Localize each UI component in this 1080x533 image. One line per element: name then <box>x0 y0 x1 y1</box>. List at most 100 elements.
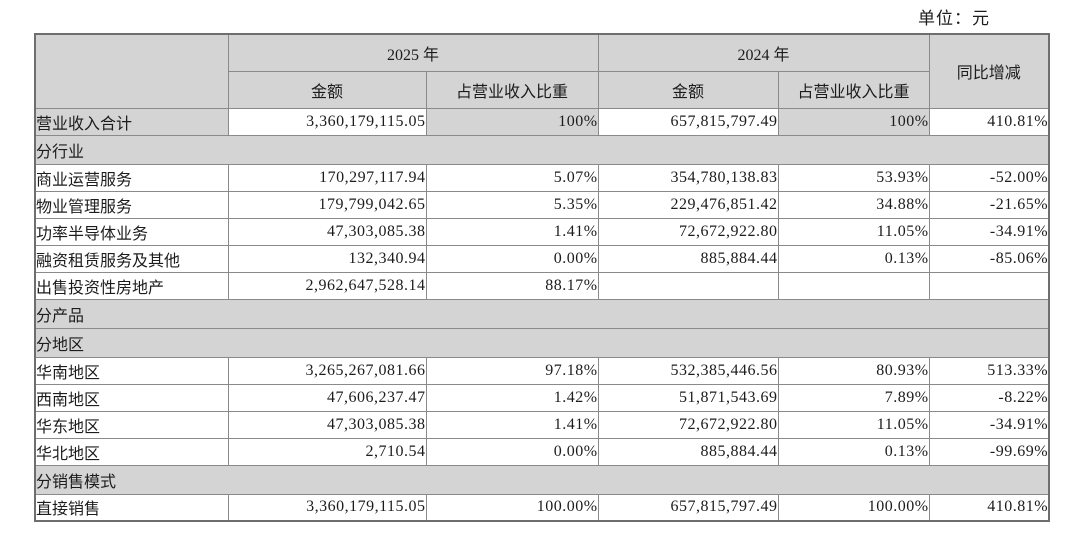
table-row: 华东地区 47,303,085.38 1.41% 72,672,922.80 11.05… <box>34 410 1050 439</box>
amount-2024-cell: 657,815,797.49 <box>597 493 779 522</box>
amount-2025-cell: 47,303,085.38 <box>227 217 427 246</box>
share-2024-header: 占营业收入比重 <box>777 70 930 109</box>
section-row: 分行业 <box>34 134 1050 165</box>
table-row: 华南地区 3,265,267,081.66 97.18% 532,385,446.56… <box>34 356 1050 385</box>
row-label-cell: 融资租赁服务及其他 <box>34 244 229 273</box>
share-2025-cell: 1.41% <box>425 217 599 246</box>
revenue-breakdown-table: 2025 年 2024 年 同比增减 金额 占营业收入比重 金额 占营业收入比重… <box>34 33 1051 522</box>
row-label-cell: 西南地区 <box>34 383 229 412</box>
share-2024-cell: 7.89% <box>777 383 930 412</box>
table-row: 商业运营服务 170,297,117.94 5.07% 354,780,138.83 5… <box>34 163 1050 192</box>
share-2025-cell: 5.07% <box>425 163 599 192</box>
section-label: 分行业 <box>34 134 1050 165</box>
share-2025-cell: 88.17% <box>425 271 599 300</box>
header-row-measures: 金额 占营业收入比重 金额 占营业收入比重 <box>35 70 1049 109</box>
row-label-cell: 华北地区 <box>34 437 229 466</box>
yoy-cell: -52.00% <box>928 163 1050 192</box>
share-2025-cell: 100% <box>425 107 599 136</box>
amount-2024-cell: 657,815,797.49 <box>597 107 779 136</box>
share-2024-cell: 11.05% <box>777 410 930 439</box>
amount-2025-cell: 3,265,267,081.66 <box>227 356 427 385</box>
share-2024-cell: 0.13% <box>777 437 930 466</box>
section-label: 分地区 <box>34 327 1050 358</box>
table-row: 物业管理服务 179,799,042.65 5.35% 229,476,851.42 3… <box>34 190 1050 219</box>
amount-2025-header: 金额 <box>227 70 427 109</box>
table-body: 营业收入合计 3,360,179,115.05 100% 657,815,797.49… <box>34 107 1050 522</box>
amount-2024-cell: 885,884.44 <box>597 437 779 466</box>
row-label-cell: 物业管理服务 <box>34 190 229 219</box>
amount-2025-cell: 179,799,042.65 <box>227 190 427 219</box>
section-label: 分销售模式 <box>34 464 1050 495</box>
row-label-cell: 华东地区 <box>34 410 229 439</box>
table-row: 西南地区 47,606,237.47 1.42% 51,871,543.69 7.89%… <box>34 383 1050 412</box>
section-row: 分产品 <box>34 298 1050 329</box>
amount-2024-cell: 354,780,138.83 <box>597 163 779 192</box>
year-2024-header: 2024 年 <box>597 33 930 72</box>
share-2024-cell: 53.93% <box>777 163 930 192</box>
share-2025-header: 占营业收入比重 <box>425 70 599 109</box>
table-row: 融资租赁服务及其他 132,340.94 0.00% 885,884.44 0.13% -… <box>34 244 1050 273</box>
yoy-cell: -34.91% <box>928 217 1050 246</box>
amount-2025-cell: 47,303,085.38 <box>227 410 427 439</box>
corner-blank-cell <box>34 33 229 109</box>
table-header: 2025 年 2024 年 同比增减 金额 占营业收入比重 金额 占营业收入比重 <box>34 33 1050 109</box>
amount-2025-cell: 47,606,237.47 <box>227 383 427 412</box>
share-2024-cell: 11.05% <box>777 217 930 246</box>
yoy-cell: -8.22% <box>928 383 1050 412</box>
year-2025-header: 2025 年 <box>227 33 599 72</box>
yoy-cell: -85.06% <box>928 244 1050 273</box>
share-2025-cell: 5.35% <box>425 190 599 219</box>
amount-2025-cell: 2,710.54 <box>227 437 427 466</box>
amount-2025-cell: 3,360,179,115.05 <box>227 493 427 522</box>
share-2025-cell: 1.41% <box>425 410 599 439</box>
share-2024-cell: 34.88% <box>777 190 930 219</box>
amount-2025-cell: 170,297,117.94 <box>227 163 427 192</box>
amount-2024-cell: 532,385,446.56 <box>597 356 779 385</box>
section-row: 分地区 <box>34 327 1050 358</box>
yoy-cell: 410.81% <box>928 493 1050 522</box>
row-label-cell: 功率半导体业务 <box>34 217 229 246</box>
unit-note: 单位：元 <box>918 9 990 28</box>
table-row: 直接销售 3,360,179,115.05 100.00% 657,815,797.4… <box>34 493 1050 522</box>
share-2025-cell: 100.00% <box>425 493 599 522</box>
table-row: 营业收入合计 3,360,179,115.05 100% 657,815,797.49… <box>34 107 1050 136</box>
yoy-cell: 410.81% <box>928 107 1050 136</box>
table-row: 华北地区 2,710.54 0.00% 885,884.44 0.13% -99.69% <box>34 437 1050 466</box>
amount-2025-cell: 3,360,179,115.05 <box>227 107 427 136</box>
yoy-cell: -21.65% <box>928 190 1050 219</box>
amount-2024-header: 金额 <box>597 70 779 109</box>
yoy-cell: 513.33% <box>928 356 1050 385</box>
amount-2024-cell: 72,672,922.80 <box>597 410 779 439</box>
share-2024-cell: 100.00% <box>777 493 930 522</box>
row-label-cell: 出售投资性房地产 <box>34 271 229 300</box>
yoy-cell <box>928 271 1050 300</box>
share-2025-cell: 0.00% <box>425 437 599 466</box>
row-label-cell: 商业运营服务 <box>34 163 229 192</box>
row-label-cell: 华南地区 <box>34 356 229 385</box>
share-2024-cell: 0.13% <box>777 244 930 273</box>
amount-2025-cell: 2,962,647,528.14 <box>227 271 427 300</box>
amount-2024-cell: 885,884.44 <box>597 244 779 273</box>
share-2025-cell: 1.42% <box>425 383 599 412</box>
amount-2024-cell <box>597 271 779 300</box>
share-2024-cell <box>777 271 930 300</box>
section-row: 分销售模式 <box>34 464 1050 495</box>
yoy-cell: -99.69% <box>928 437 1050 466</box>
share-2024-cell: 100% <box>777 107 930 136</box>
amount-2024-cell: 72,672,922.80 <box>597 217 779 246</box>
amount-2024-cell: 51,871,543.69 <box>597 383 779 412</box>
table-row: 功率半导体业务 47,303,085.38 1.41% 72,672,922.80 11… <box>34 217 1050 246</box>
amount-2024-cell: 229,476,851.42 <box>597 190 779 219</box>
amount-2025-cell: 132,340.94 <box>227 244 427 273</box>
share-2025-cell: 0.00% <box>425 244 599 273</box>
yoy-change-header: 同比增减 <box>928 33 1050 109</box>
row-label-cell: 直接销售 <box>34 493 229 522</box>
header-row-years: 2025 年 2024 年 同比增减 <box>34 33 1050 109</box>
table-row: 出售投资性房地产 2,962,647,528.14 88.17% <box>34 271 1050 300</box>
share-2025-cell: 97.18% <box>425 356 599 385</box>
section-label: 分产品 <box>34 298 1050 329</box>
row-label-cell: 营业收入合计 <box>34 107 229 136</box>
yoy-cell: -34.91% <box>928 410 1050 439</box>
share-2024-cell: 80.93% <box>777 356 930 385</box>
